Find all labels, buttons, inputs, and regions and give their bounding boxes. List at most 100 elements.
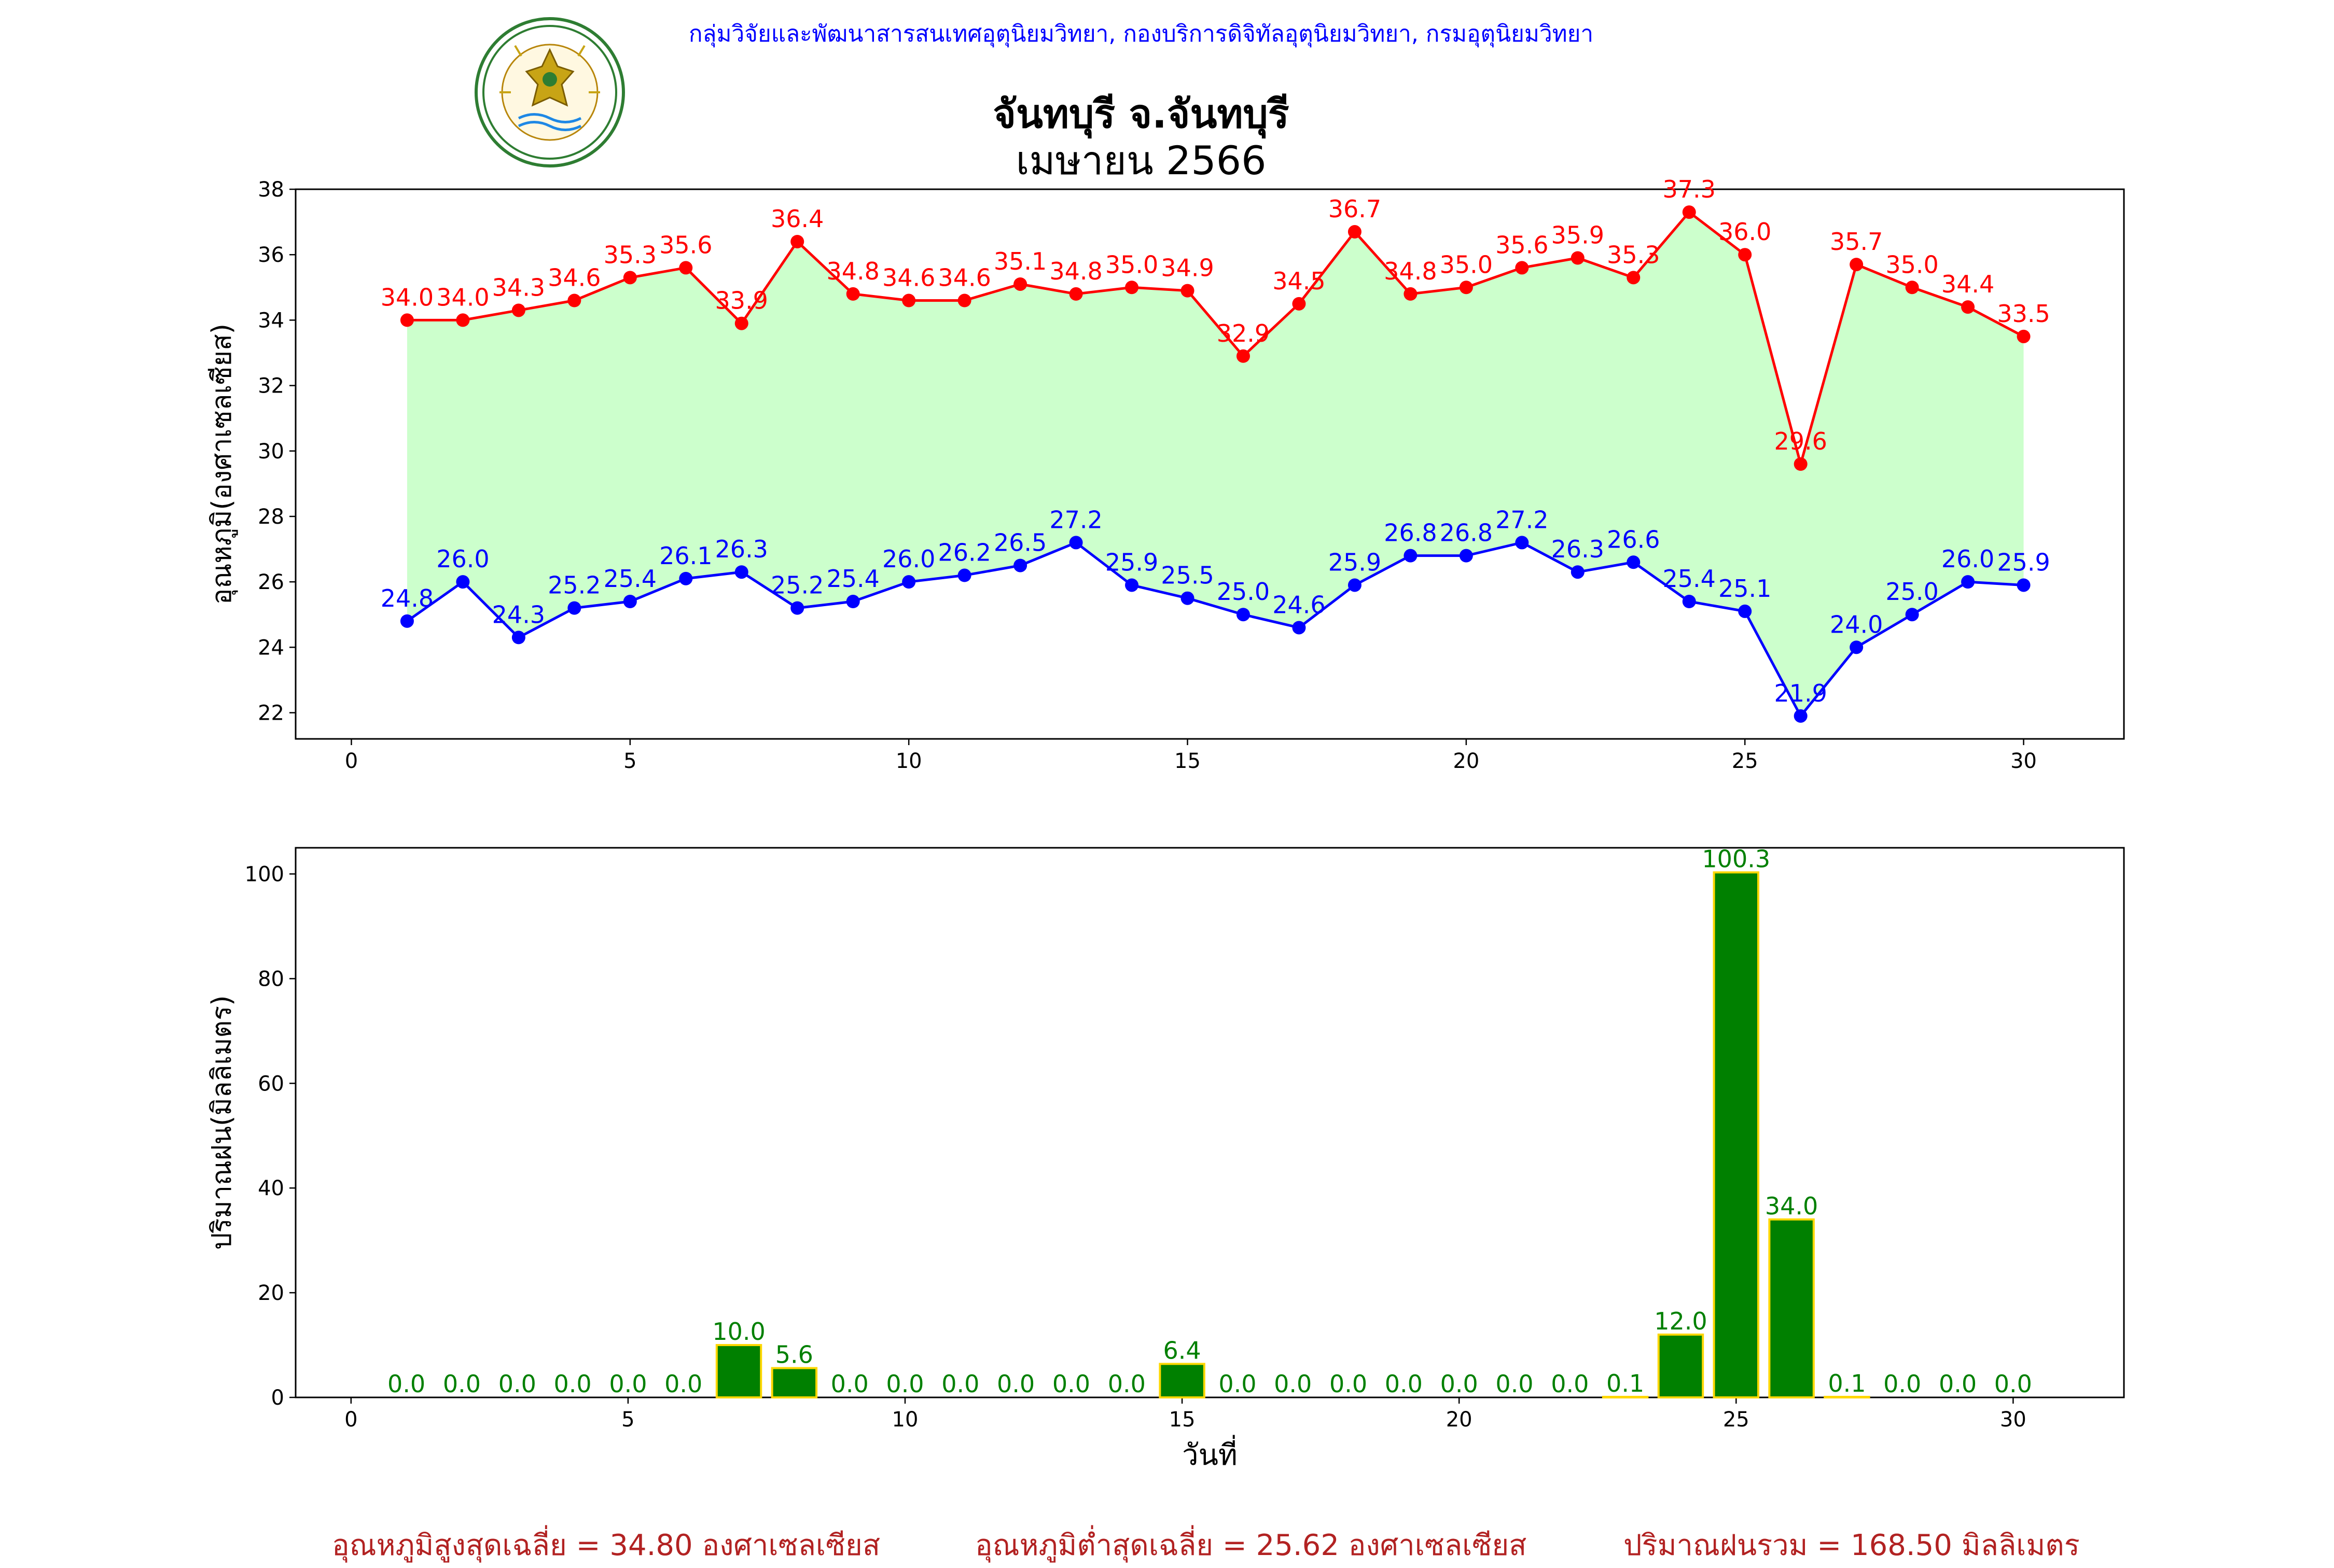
rain-data-label: 0.0: [443, 1370, 481, 1398]
max-temp-point: [679, 261, 693, 275]
min-temp-point: [679, 571, 693, 585]
min-temp-data-label: 25.4: [604, 565, 657, 593]
min-temp-data-label: 26.0: [436, 545, 489, 573]
max-temp-data-label: 34.8: [826, 257, 879, 285]
temperature-range-fill: [407, 212, 2024, 716]
max-temp-point: [1850, 258, 1864, 272]
rain-data-label: 0.0: [498, 1370, 536, 1398]
max-temp-point: [511, 303, 525, 317]
rainfall-chart: 0 5 10 15 20 25 30 0 20 40 60 80 100 ปริมาณฝน(มิลลิเม…: [206, 845, 2125, 1472]
min-temp-data-label: 24.3: [492, 600, 545, 628]
rain-data-label: 0.1: [1828, 1369, 1866, 1397]
temp-x-tick-label: 10: [896, 749, 922, 773]
max-temp-data-label: 34.5: [1272, 267, 1325, 295]
rain-data-label: 0.0: [609, 1370, 647, 1398]
rain-x-axis-label: วันที่: [1182, 1435, 1238, 1472]
rain-bar: [771, 1367, 818, 1398]
min-temp-point: [1069, 536, 1083, 550]
max-temp-point: [1404, 287, 1418, 301]
min-temp-data-label: 26.1: [659, 542, 712, 570]
min-temp-point: [623, 595, 637, 608]
rain-y-tick-label: 80: [258, 967, 284, 991]
max-temp-data-label: 35.7: [1830, 228, 1883, 256]
min-temp-data-label: 26.8: [1440, 519, 1493, 547]
min-temp-data-label: 25.4: [1663, 565, 1716, 593]
max-temp-data-label: 35.0: [1885, 250, 1938, 278]
min-temp-point: [1571, 565, 1585, 579]
footer-total-rainfall: ปริมาณฝนรวม = 168.50 มิลลิเมตร: [1623, 1529, 2080, 1562]
rain-bar: [1713, 871, 1759, 1398]
min-temp-point: [1125, 578, 1139, 592]
max-temp-data-label: 35.0: [1105, 250, 1158, 278]
min-temp-point: [1347, 578, 1362, 592]
rain-y-tick-label: 0: [271, 1386, 284, 1410]
max-temp-point: [1961, 300, 1975, 314]
min-temp-data-label: 26.3: [1551, 535, 1604, 563]
temp-x-tick-label: 30: [2010, 749, 2037, 773]
rain-bar: [1768, 1218, 1815, 1399]
max-temp-point: [1738, 248, 1752, 262]
rain-y-tick-label: 100: [245, 862, 284, 886]
max-temp-data-label: 35.0: [1440, 250, 1493, 278]
min-temp-point: [1627, 555, 1641, 569]
meteorological-department-logo: [469, 15, 630, 170]
footer-average-min-temperature: อุณหภูมิต่ำสุดเฉลี่ย = 25.62 องศาเซลเซีย…: [975, 1529, 1527, 1562]
min-temp-point: [902, 575, 916, 589]
max-temp-data-label: 35.6: [1495, 231, 1548, 259]
rain-data-label: 10.0: [712, 1318, 765, 1346]
min-temp-data-label: 26.0: [882, 545, 935, 573]
chart-title-station: จันทบุรี จ.จันทบุรี: [993, 91, 1289, 137]
rain-data-label: 0.0: [997, 1370, 1035, 1398]
max-temp-data-label: 34.6: [938, 264, 991, 292]
max-temp-point: [400, 313, 414, 327]
min-temp-data-label: 26.8: [1384, 519, 1437, 547]
max-temp-data-label: 34.8: [1384, 257, 1437, 285]
max-temp-point: [1292, 297, 1306, 311]
rain-data-label: 12.0: [1654, 1307, 1707, 1335]
max-temp-line: [407, 210, 2024, 469]
temp-y-tick-label: 36: [258, 243, 284, 267]
rain-data-label: 100.3: [1702, 845, 1770, 873]
max-temp-data-label: 34.0: [436, 283, 489, 311]
rain-data-label: 0.0: [1274, 1370, 1312, 1398]
max-temp-point: [734, 316, 748, 330]
temp-y-tick-label: 38: [258, 178, 284, 202]
min-temp-data-label: 24.8: [381, 584, 434, 612]
max-temp-point: [790, 234, 804, 248]
min-temp-data-label: 25.9: [1105, 548, 1158, 576]
rain-data-label: 0.0: [387, 1370, 425, 1398]
max-temp-point: [1905, 281, 1919, 295]
min-temp-data-label: 27.2: [1495, 506, 1548, 534]
min-temp-point: [846, 595, 860, 608]
rain-data-label: 0.0: [1994, 1370, 2032, 1398]
temperature-chart: 0 5 10 15 20 25 30 22 24 26 28 30 32 34 36 38 อุณหภูมิ(อ…: [206, 175, 2125, 773]
temp-x-tick-label: 0: [345, 749, 358, 773]
rain-x-tick-label: 20: [1446, 1408, 1472, 1432]
min-temp-point: [1013, 558, 1027, 572]
max-temp-point: [623, 271, 637, 285]
min-temp-point: [1292, 621, 1306, 635]
max-temp-point: [1794, 457, 1808, 471]
min-temp-data-label: 26.5: [994, 529, 1047, 557]
min-temp-data-label: 25.2: [548, 571, 601, 599]
max-temp-data-label: 34.0: [381, 283, 434, 311]
min-temp-data-label: 26.0: [1941, 545, 1994, 573]
footer-average-max-temperature: อุณหภูมิสูงสุดเฉลี่ย = 34.80 องศาเซลเซีย…: [332, 1529, 881, 1562]
min-temp-point: [567, 601, 581, 615]
rain-plot-frame: [295, 847, 2125, 1398]
min-temp-point: [1459, 549, 1473, 563]
temp-x-tick-label: 25: [1732, 749, 1758, 773]
temp-x-tick-label: 5: [623, 749, 636, 773]
max-temp-point: [1180, 284, 1194, 298]
max-temp-point: [846, 287, 860, 301]
rain-x-tick-label: 10: [892, 1408, 919, 1432]
max-temp-point: [456, 313, 470, 327]
max-temp-data-label: 35.6: [659, 231, 712, 259]
max-temp-point: [1682, 205, 1696, 219]
max-temp-point: [1627, 271, 1641, 285]
min-temp-data-label: 25.1: [1718, 575, 1771, 603]
rain-data-label: 0.0: [1883, 1370, 1921, 1398]
max-temp-point: [1236, 349, 1250, 363]
min-temp-data-label: 25.9: [1997, 548, 2050, 576]
max-temp-data-label: 33.9: [715, 287, 768, 315]
